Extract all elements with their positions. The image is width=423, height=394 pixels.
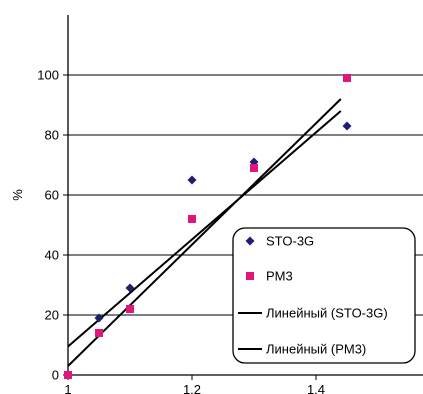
diamond-marker-icon [245,236,255,246]
trendline-pm3 [67,98,342,367]
y-tick-label: 40 [45,248,59,263]
y-tick-label: 100 [37,68,59,83]
y-tick-labels: 0 20 40 60 80 100 [37,68,68,383]
legend-item-trend-sto-3g: Линейный (STO-3G) [238,306,388,321]
pm3-point [95,329,103,337]
y-tick-label: 0 [52,368,59,383]
legend-label: PM3 [266,269,293,284]
x-tick-label: 1 [64,382,71,394]
sto-3g-point [187,175,197,185]
sto-3g-point [125,283,135,293]
pm3-point [188,215,196,223]
legend-label: STO-3G [266,234,314,249]
legend-item-pm3: PM3 [246,269,293,284]
y-axis-label: % [10,189,25,201]
legend: STO-3G PM3 Линейный (STO-3G) Линейный (PM3) [232,227,416,364]
pm3-point [126,305,134,313]
legend-item-trend-pm3: Линейный (PM3) [238,342,366,357]
x-tick-label: 1,4 [307,382,325,394]
pm3-point [343,74,351,82]
legend-label: Линейный (PM3) [266,342,366,357]
y-tick-label: 20 [45,308,59,323]
legend-label: Линейный (STO-3G) [266,306,388,321]
pm3-point [64,371,72,379]
y-tick-label: 80 [45,128,59,143]
legend-item-sto-3g: STO-3G [245,234,314,249]
pm3-point [250,164,258,172]
x-tick-labels: 11,21,41,6 [64,375,325,394]
square-marker-icon [246,272,254,280]
sto-3g-point [342,121,352,131]
trendline-sto-3g [67,110,342,348]
trendlines [67,98,342,367]
legend-box [232,227,416,364]
x-tick-label: 1,2 [183,382,201,394]
sto-3g-point [94,313,104,323]
y-tick-label: 60 [45,188,59,203]
data-points [64,74,352,379]
